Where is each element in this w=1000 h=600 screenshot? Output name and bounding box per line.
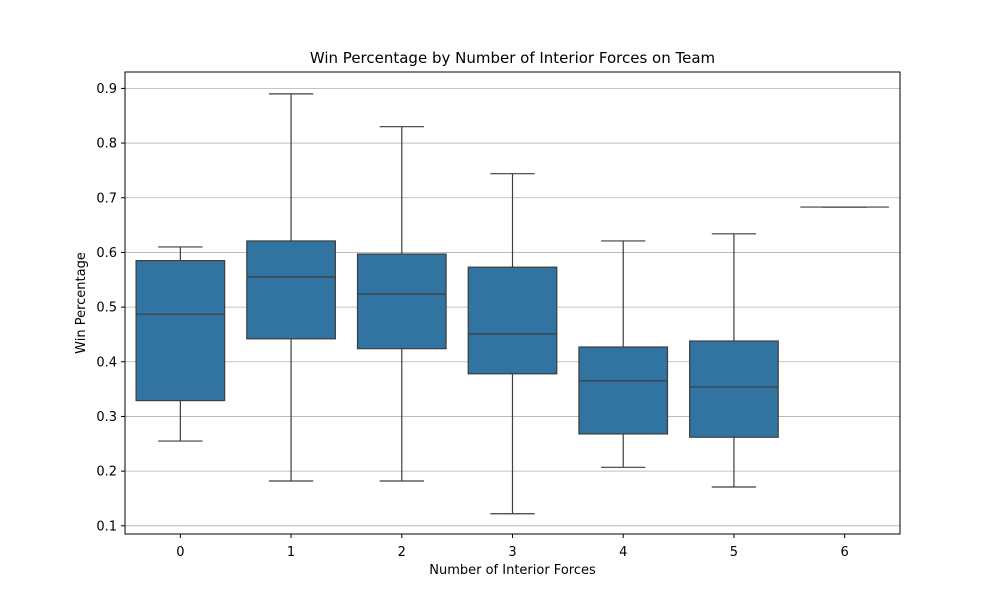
- x-axis-label: Number of Interior Forces: [429, 563, 596, 578]
- x-tick-label: 4: [619, 545, 627, 560]
- chart-title: Win Percentage by Number of Interior For…: [310, 49, 715, 67]
- iqr-box: [356, 253, 447, 350]
- y-tick-label: 0.6: [96, 246, 117, 261]
- y-tick-label: 0.5: [96, 301, 117, 316]
- box-group-3: [467, 173, 558, 515]
- box-group-0: [135, 246, 226, 442]
- box-group-5: [689, 233, 779, 488]
- iqr-box: [135, 260, 226, 402]
- y-tick-label: 0.4: [96, 355, 117, 370]
- x-tick-label: 3: [508, 545, 516, 560]
- y-tick-label: 0.2: [96, 465, 117, 480]
- y-tick-label: 0.8: [96, 137, 117, 152]
- y-tick-label: 0.3: [96, 410, 117, 425]
- x-tick-label: 6: [841, 545, 849, 560]
- x-tick-label: 5: [730, 545, 738, 560]
- iqr-box: [246, 240, 336, 340]
- iqr-box: [578, 346, 669, 435]
- y-tick-label: 0.9: [96, 82, 117, 97]
- x-tick-label: 0: [176, 545, 184, 560]
- box-group-1: [246, 93, 336, 482]
- x-tick-label: 2: [398, 545, 406, 560]
- y-axis: 0.1 0.2 0.3 0.4 0.5 0.6 0.7 0.8 0.9: [96, 82, 125, 534]
- iqr-box: [467, 266, 558, 375]
- box-group-4: [578, 240, 669, 468]
- x-axis: 0 1 2 3 4 5 6: [176, 534, 849, 560]
- y-tick-label: 0.7: [96, 191, 117, 206]
- y-axis-label: Win Percentage: [74, 252, 89, 354]
- box-group-2: [356, 126, 447, 482]
- box-series: [135, 93, 889, 515]
- iqr-box: [689, 340, 779, 438]
- x-tick-label: 1: [287, 545, 295, 560]
- y-tick-label: 0.1: [96, 519, 117, 534]
